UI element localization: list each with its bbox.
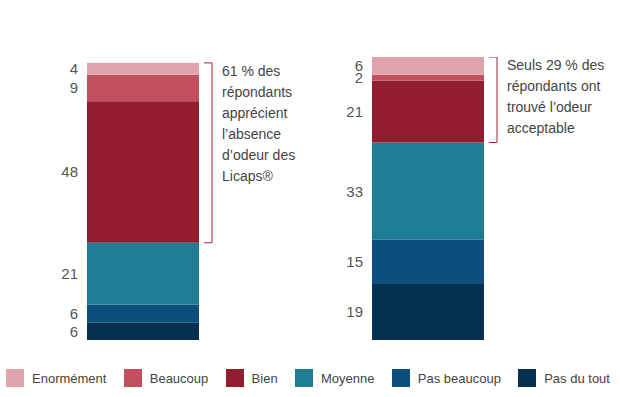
svg-text:48: 48: [61, 163, 78, 180]
svg-text:4: 4: [70, 60, 78, 77]
html-text:Beaucoup: Beaucoup: [149, 370, 209, 386]
svg-text:61 % desrépondantsapprécientl’: 61 % desrépondantsapprécientl’absenced’o…: [222, 63, 295, 184]
svg-text:21: 21: [346, 103, 363, 120]
svg-text:6: 6: [355, 57, 363, 74]
svg-text:21: 21: [61, 265, 78, 282]
svg-text:15: 15: [346, 253, 363, 270]
svg-text:2: 2: [354, 69, 363, 87]
svg-text:Seuls 29 % desrépondants onttr: Seuls 29 % desrépondants onttrouvé l’ode…: [507, 57, 604, 136]
svg-text:9: 9: [70, 79, 78, 96]
svg-text:33: 33: [346, 183, 363, 200]
svg-text:6: 6: [70, 305, 78, 322]
svg-text:6: 6: [70, 323, 78, 340]
html-text:Pas du tout: Pas du tout: [544, 370, 610, 386]
html-text:Pas beaucoup: Pas beaucoup: [417, 370, 501, 386]
svg-text:19: 19: [346, 303, 363, 320]
html-text:Moyenne: Moyenne: [321, 370, 375, 386]
html-text:Bien: Bien: [251, 370, 278, 386]
html-text:Enormément: Enormément: [32, 370, 107, 386]
